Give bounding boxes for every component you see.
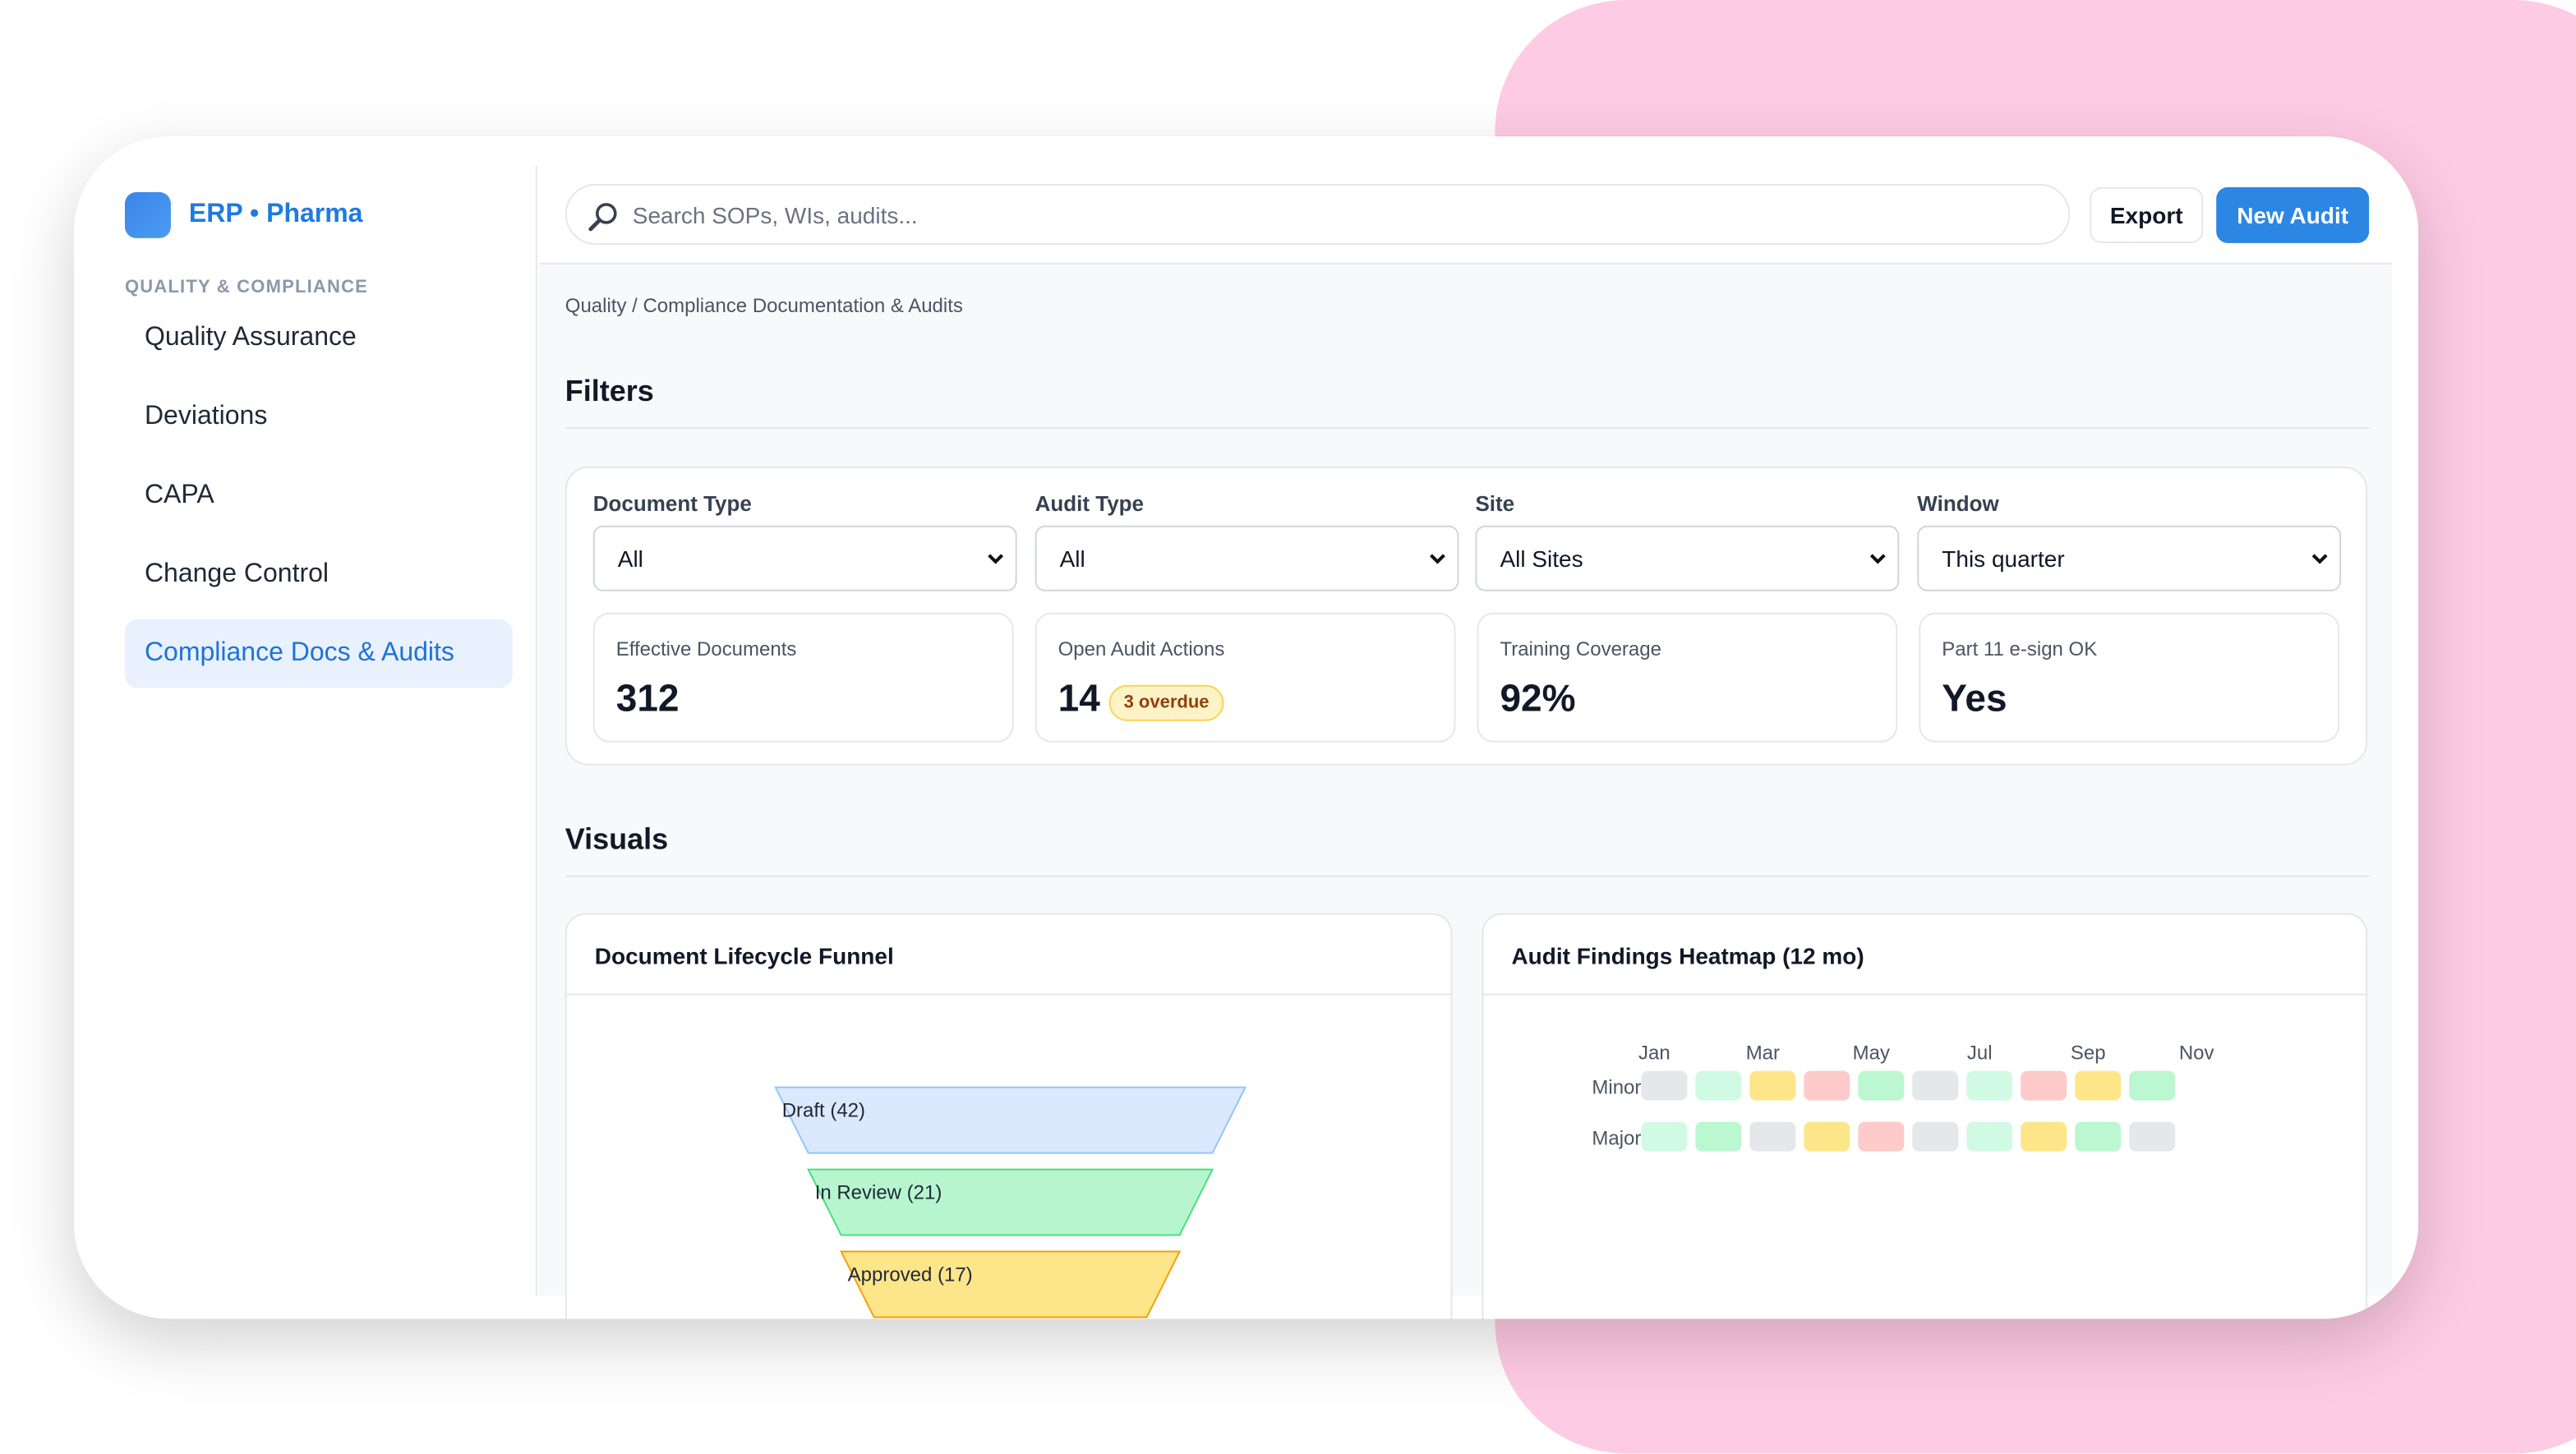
filters-heading: Filters: [565, 374, 654, 407]
audit-type-label: Audit Type: [1035, 490, 1144, 516]
month-tick-label: Sep: [2071, 1042, 2106, 1065]
heatmap-cell: [2129, 1070, 2176, 1101]
window-select[interactable]: This quarter: [1917, 525, 2342, 591]
heatmap-cell: [1695, 1121, 1742, 1152]
sidebar-item-capa[interactable]: CAPA: [144, 481, 214, 509]
main-content: Export New Audit Quality / Compliance Do…: [538, 136, 2393, 1319]
divider: [565, 426, 2370, 429]
logo-icon: [124, 191, 171, 238]
window-label: Window: [1917, 490, 1999, 516]
site-label: Site: [1475, 490, 1515, 516]
chevron-down-icon: [1430, 554, 1445, 564]
kpi-label: Training Coverage: [1500, 637, 1661, 660]
kpi-label: Part 11 e-sign OK: [1942, 637, 2098, 660]
heatmap-cell: [1858, 1070, 1905, 1101]
heatmap-cell: [1858, 1121, 1905, 1152]
kpi-value: 92%: [1500, 676, 1576, 720]
kpi-label: Effective Documents: [615, 637, 797, 660]
funnel-chart: Draft (42) In Review (21) Approved (17): [774, 1086, 1247, 1318]
brand-name: ERP • Pharma: [188, 200, 363, 228]
kpi-effective-documents: Effective Documents 312: [592, 612, 1014, 743]
audit-type-select[interactable]: All: [1035, 525, 1459, 591]
sidebar: ERP • Pharma QUALITY & COMPLIANCE Qualit…: [74, 136, 537, 1319]
funnel-stage-label: In Review (21): [815, 1182, 942, 1204]
select-value: All Sites: [1500, 545, 1583, 572]
heatmap-cell: [1804, 1121, 1850, 1152]
search-input[interactable]: [632, 185, 2030, 243]
sidebar-section-title: QUALITY & COMPLIANCE: [124, 277, 369, 297]
funnel-stage: [840, 1250, 1182, 1318]
funnel-stage: [774, 1086, 1247, 1154]
heatmap-cell: [1966, 1121, 2013, 1152]
chart-title: Document Lifecycle Funnel: [594, 942, 894, 969]
search-bar[interactable]: [565, 183, 2071, 245]
divider: [566, 993, 1451, 996]
document-type-label: Document Type: [592, 490, 752, 516]
kpi-value: 14: [1058, 676, 1100, 720]
funnel-chart-card: Document Lifecycle Funnel Draft (42) In R…: [565, 913, 1453, 1319]
heatmap-cell: [2021, 1121, 2067, 1152]
heatmap-cell: [1749, 1121, 1796, 1152]
sidebar-item-compliance-docs-audits[interactable]: Compliance Docs & Audits: [124, 619, 513, 688]
chevron-down-icon: [1869, 554, 1886, 564]
kpi-value: 312: [615, 676, 680, 720]
heatmap-cell: [2021, 1070, 2067, 1101]
kpi-part11-esign: Part 11 e-sign OK Yes: [1919, 612, 2340, 743]
heatmap-cell: [1966, 1070, 2013, 1101]
heatmap-cell: [1804, 1070, 1850, 1101]
month-tick-label: Nov: [2179, 1042, 2214, 1065]
divider: [1483, 993, 2366, 996]
breadcrumb: Quality / Compliance Documentation & Aud…: [565, 293, 963, 317]
select-value: All: [1059, 545, 1085, 572]
row-label: Major: [1592, 1128, 1641, 1150]
funnel-stage-label: Draft (42): [782, 1100, 865, 1122]
chart-title: Audit Findings Heatmap (12 mo): [1511, 942, 1864, 969]
heatmap-cell: [2075, 1121, 2122, 1152]
heatmap-chart: Jan Mar May Jul Sep Nov Minor Major: [1592, 1042, 2214, 1152]
sidebar-item-deviations[interactable]: Deviations: [144, 402, 268, 430]
heatmap-cell: [1749, 1070, 1796, 1101]
select-value: All: [617, 545, 643, 572]
chevron-down-icon: [2311, 554, 2328, 564]
app-window: ERP • Pharma QUALITY & COMPLIANCE Qualit…: [73, 136, 2419, 1319]
document-type-select[interactable]: All: [592, 525, 1017, 591]
heatmap-cell: [2129, 1121, 2176, 1152]
heatmap-cell: [1912, 1121, 1959, 1152]
divider: [565, 875, 2370, 877]
filters-panel: Document Type Audit Type Site Window All…: [565, 466, 2368, 766]
funnel-stage-label: Approved (17): [848, 1264, 973, 1286]
sidebar-divider: [535, 165, 537, 1296]
heatmap-cell: [1641, 1070, 1688, 1101]
funnel-stage: [807, 1168, 1214, 1236]
month-tick-label: Jul: [1967, 1042, 1993, 1065]
kpi-value: Yes: [1942, 676, 2007, 720]
chevron-down-icon: [988, 554, 1004, 564]
row-label: Minor: [1592, 1077, 1641, 1099]
top-bar: Export New Audit: [538, 136, 2393, 265]
heatmap-cell: [2075, 1070, 2122, 1101]
magnifier-icon: [588, 203, 617, 232]
kpi-open-audit-actions: Open Audit Actions 14 3 overdue: [1035, 612, 1456, 743]
heatmap-cell: [1912, 1070, 1959, 1101]
export-button[interactable]: Export: [2090, 186, 2204, 243]
overdue-badge: 3 overdue: [1108, 684, 1224, 721]
month-tick-label: May: [1853, 1042, 1890, 1065]
visuals-heading: Visuals: [565, 822, 669, 856]
month-tick-label: Mar: [1746, 1042, 1780, 1065]
heatmap-chart-card: Audit Findings Heatmap (12 mo) Jan Mar May…: [1482, 913, 2368, 1319]
sidebar-item-quality-assurance[interactable]: Quality Assurance: [144, 323, 357, 352]
heatmap-cell: [1641, 1121, 1688, 1152]
heatmap-cell: [1695, 1070, 1742, 1101]
sidebar-item-change-control[interactable]: Change Control: [144, 559, 329, 588]
kpi-label: Open Audit Actions: [1058, 637, 1225, 660]
kpi-training-coverage: Training Coverage 92%: [1477, 612, 1898, 743]
new-audit-button[interactable]: New Audit: [2216, 186, 2370, 243]
month-tick-label: Jan: [1638, 1042, 1670, 1065]
select-value: This quarter: [1942, 545, 2065, 572]
site-select[interactable]: All Sites: [1475, 525, 1900, 591]
